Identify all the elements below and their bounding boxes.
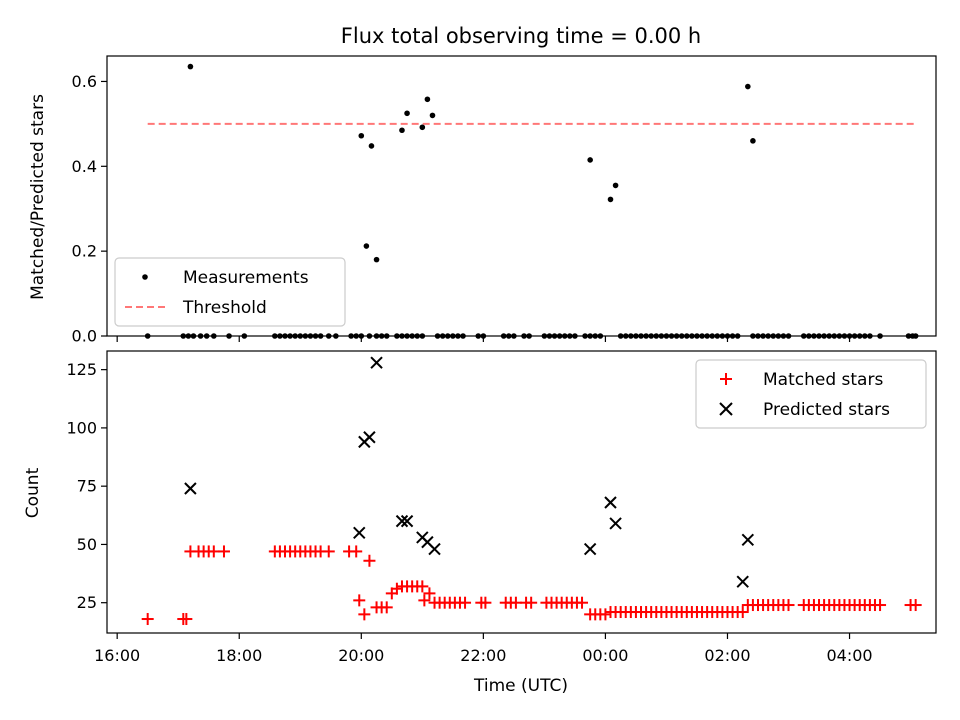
measurement-point <box>429 112 436 119</box>
legend-label-measurements: Measurements <box>183 268 309 288</box>
measurement-point <box>745 83 751 90</box>
matched-point <box>380 601 393 614</box>
y-tick-label: 0.2 <box>72 242 97 261</box>
matched-point <box>509 596 522 609</box>
measurement-point <box>187 63 194 70</box>
legend: Matched stars Predicted stars <box>695 359 927 429</box>
matched-point <box>350 545 363 558</box>
matched-point <box>576 596 589 609</box>
matched-point <box>416 580 429 593</box>
y-axis-label: Matched/Predicted stars <box>28 94 48 300</box>
measurement-point <box>373 256 380 263</box>
y-tick-label: 75 <box>77 477 97 496</box>
predicted-point <box>363 431 376 444</box>
predicted-point <box>604 496 617 509</box>
matched-point <box>736 606 749 619</box>
predicted-point <box>184 482 197 495</box>
plot-frame <box>106 350 937 634</box>
matched-point <box>909 599 922 612</box>
legend-marker-matched <box>720 373 732 385</box>
matched-point <box>358 608 371 621</box>
x-tick-label: 22:00 <box>460 646 506 665</box>
measurement-point <box>404 110 410 117</box>
measurement-point <box>612 182 619 189</box>
matched-point <box>180 613 193 626</box>
matched-point <box>479 596 492 609</box>
predicted-point <box>736 575 749 588</box>
y-tick-label: 0.4 <box>72 157 97 176</box>
matched-point <box>874 599 887 612</box>
legend-box <box>695 359 927 429</box>
measurement-point <box>587 157 593 163</box>
matched-point <box>418 594 431 607</box>
matched-point <box>423 587 436 600</box>
x-tick-label: 00:00 <box>582 646 628 665</box>
measurement-point <box>424 96 431 103</box>
measurement-point <box>419 124 426 131</box>
matched-point <box>217 545 230 558</box>
matched-point <box>363 554 376 567</box>
predicted-point <box>395 514 409 528</box>
legend-marker-predicted <box>719 402 733 416</box>
predicted-point <box>583 542 597 556</box>
plot-frame <box>106 55 937 337</box>
y-tick-label: 25 <box>77 593 97 612</box>
predicted-stars-series <box>184 356 755 588</box>
predicted-point <box>370 356 383 369</box>
y-tick-label: 0.0 <box>72 327 97 346</box>
y-tick-label: 125 <box>66 360 97 379</box>
matched-point <box>353 594 366 607</box>
x-tick-label: 02:00 <box>704 646 750 665</box>
measurement-point <box>399 127 405 134</box>
predicted-point <box>741 533 755 546</box>
measurement-point <box>363 243 370 249</box>
y-axis: 0.0 0.2 0.4 0.6 <box>72 72 107 346</box>
x-tick-label: 20:00 <box>338 646 384 665</box>
matched-point <box>525 596 538 609</box>
x-axis-ticks: 16:00 18:00 20:00 22:00 00:00 02:00 04:00 <box>94 633 873 665</box>
matched-point <box>322 545 335 558</box>
legend-label-predicted: Predicted stars <box>763 400 890 420</box>
measurement-point <box>358 132 365 139</box>
predicted-point <box>428 542 441 556</box>
y-axis: 25 50 75 100 125 <box>66 360 107 612</box>
measurement-point <box>607 196 614 203</box>
y-axis-label: Count <box>23 467 43 518</box>
chart-title: Flux total observing time = 0.00 h <box>341 24 701 48</box>
predicted-point <box>609 517 622 530</box>
count-panel: Count Time (UTC) 25 50 75 100 125 16:00 18:00… <box>23 350 937 696</box>
y-tick-label: 100 <box>66 418 97 437</box>
y-tick-label: 50 <box>77 535 97 554</box>
matched-stars-series <box>141 545 922 626</box>
matched-point <box>390 582 403 595</box>
matched-point <box>782 599 795 612</box>
x-axis-label: Time (UTC) <box>473 676 568 696</box>
legend-box <box>114 257 346 327</box>
predicted-point <box>400 514 414 528</box>
predicted-point <box>353 526 366 539</box>
legend-label-matched: Matched stars <box>763 370 883 390</box>
measurement-point <box>750 138 756 144</box>
x-tick-label: 18:00 <box>216 646 262 665</box>
ratio-panel: Flux total observing time = 0.00 h Match… <box>28 24 937 346</box>
matched-point <box>207 545 220 558</box>
matched-point <box>459 596 472 609</box>
matched-point <box>141 613 154 626</box>
y-tick-label: 0.6 <box>72 72 97 91</box>
x-tick-label: 16:00 <box>94 646 140 665</box>
x-tick-label: 04:00 <box>826 646 872 665</box>
legend-label-threshold: Threshold <box>182 298 267 318</box>
measurement-point <box>368 143 375 149</box>
matched-point <box>599 608 612 621</box>
legend-marker-measurements <box>142 274 148 280</box>
legend: Measurements Threshold <box>114 257 346 327</box>
